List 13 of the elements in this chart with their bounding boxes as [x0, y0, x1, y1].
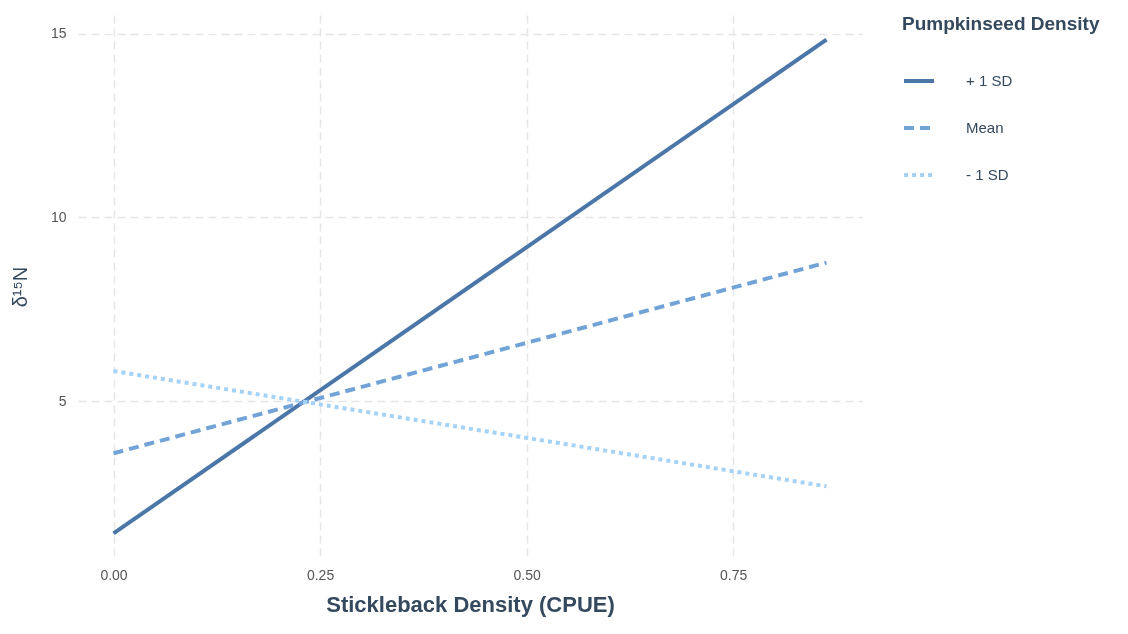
legend-label: Mean	[966, 119, 1004, 136]
x-tick-label: 0.75	[720, 566, 748, 583]
legend-label: + 1 SD	[966, 72, 1013, 89]
y-axis-title: δ¹⁵N	[8, 266, 31, 308]
x-tick-label: 0.25	[306, 566, 335, 583]
legend-label: - 1 SD	[966, 166, 1009, 183]
y-tick-label: 5	[58, 392, 67, 409]
x-axis-title: Stickleback Density (CPUE)	[326, 591, 615, 617]
legend-title: Pumpkinseed Density	[902, 13, 1100, 34]
x-tick-label: 0.50	[513, 566, 541, 583]
y-tick-label: 15	[50, 25, 67, 42]
x-tick-label: 0.00	[100, 566, 128, 583]
y-tick-label: 10	[50, 208, 67, 225]
